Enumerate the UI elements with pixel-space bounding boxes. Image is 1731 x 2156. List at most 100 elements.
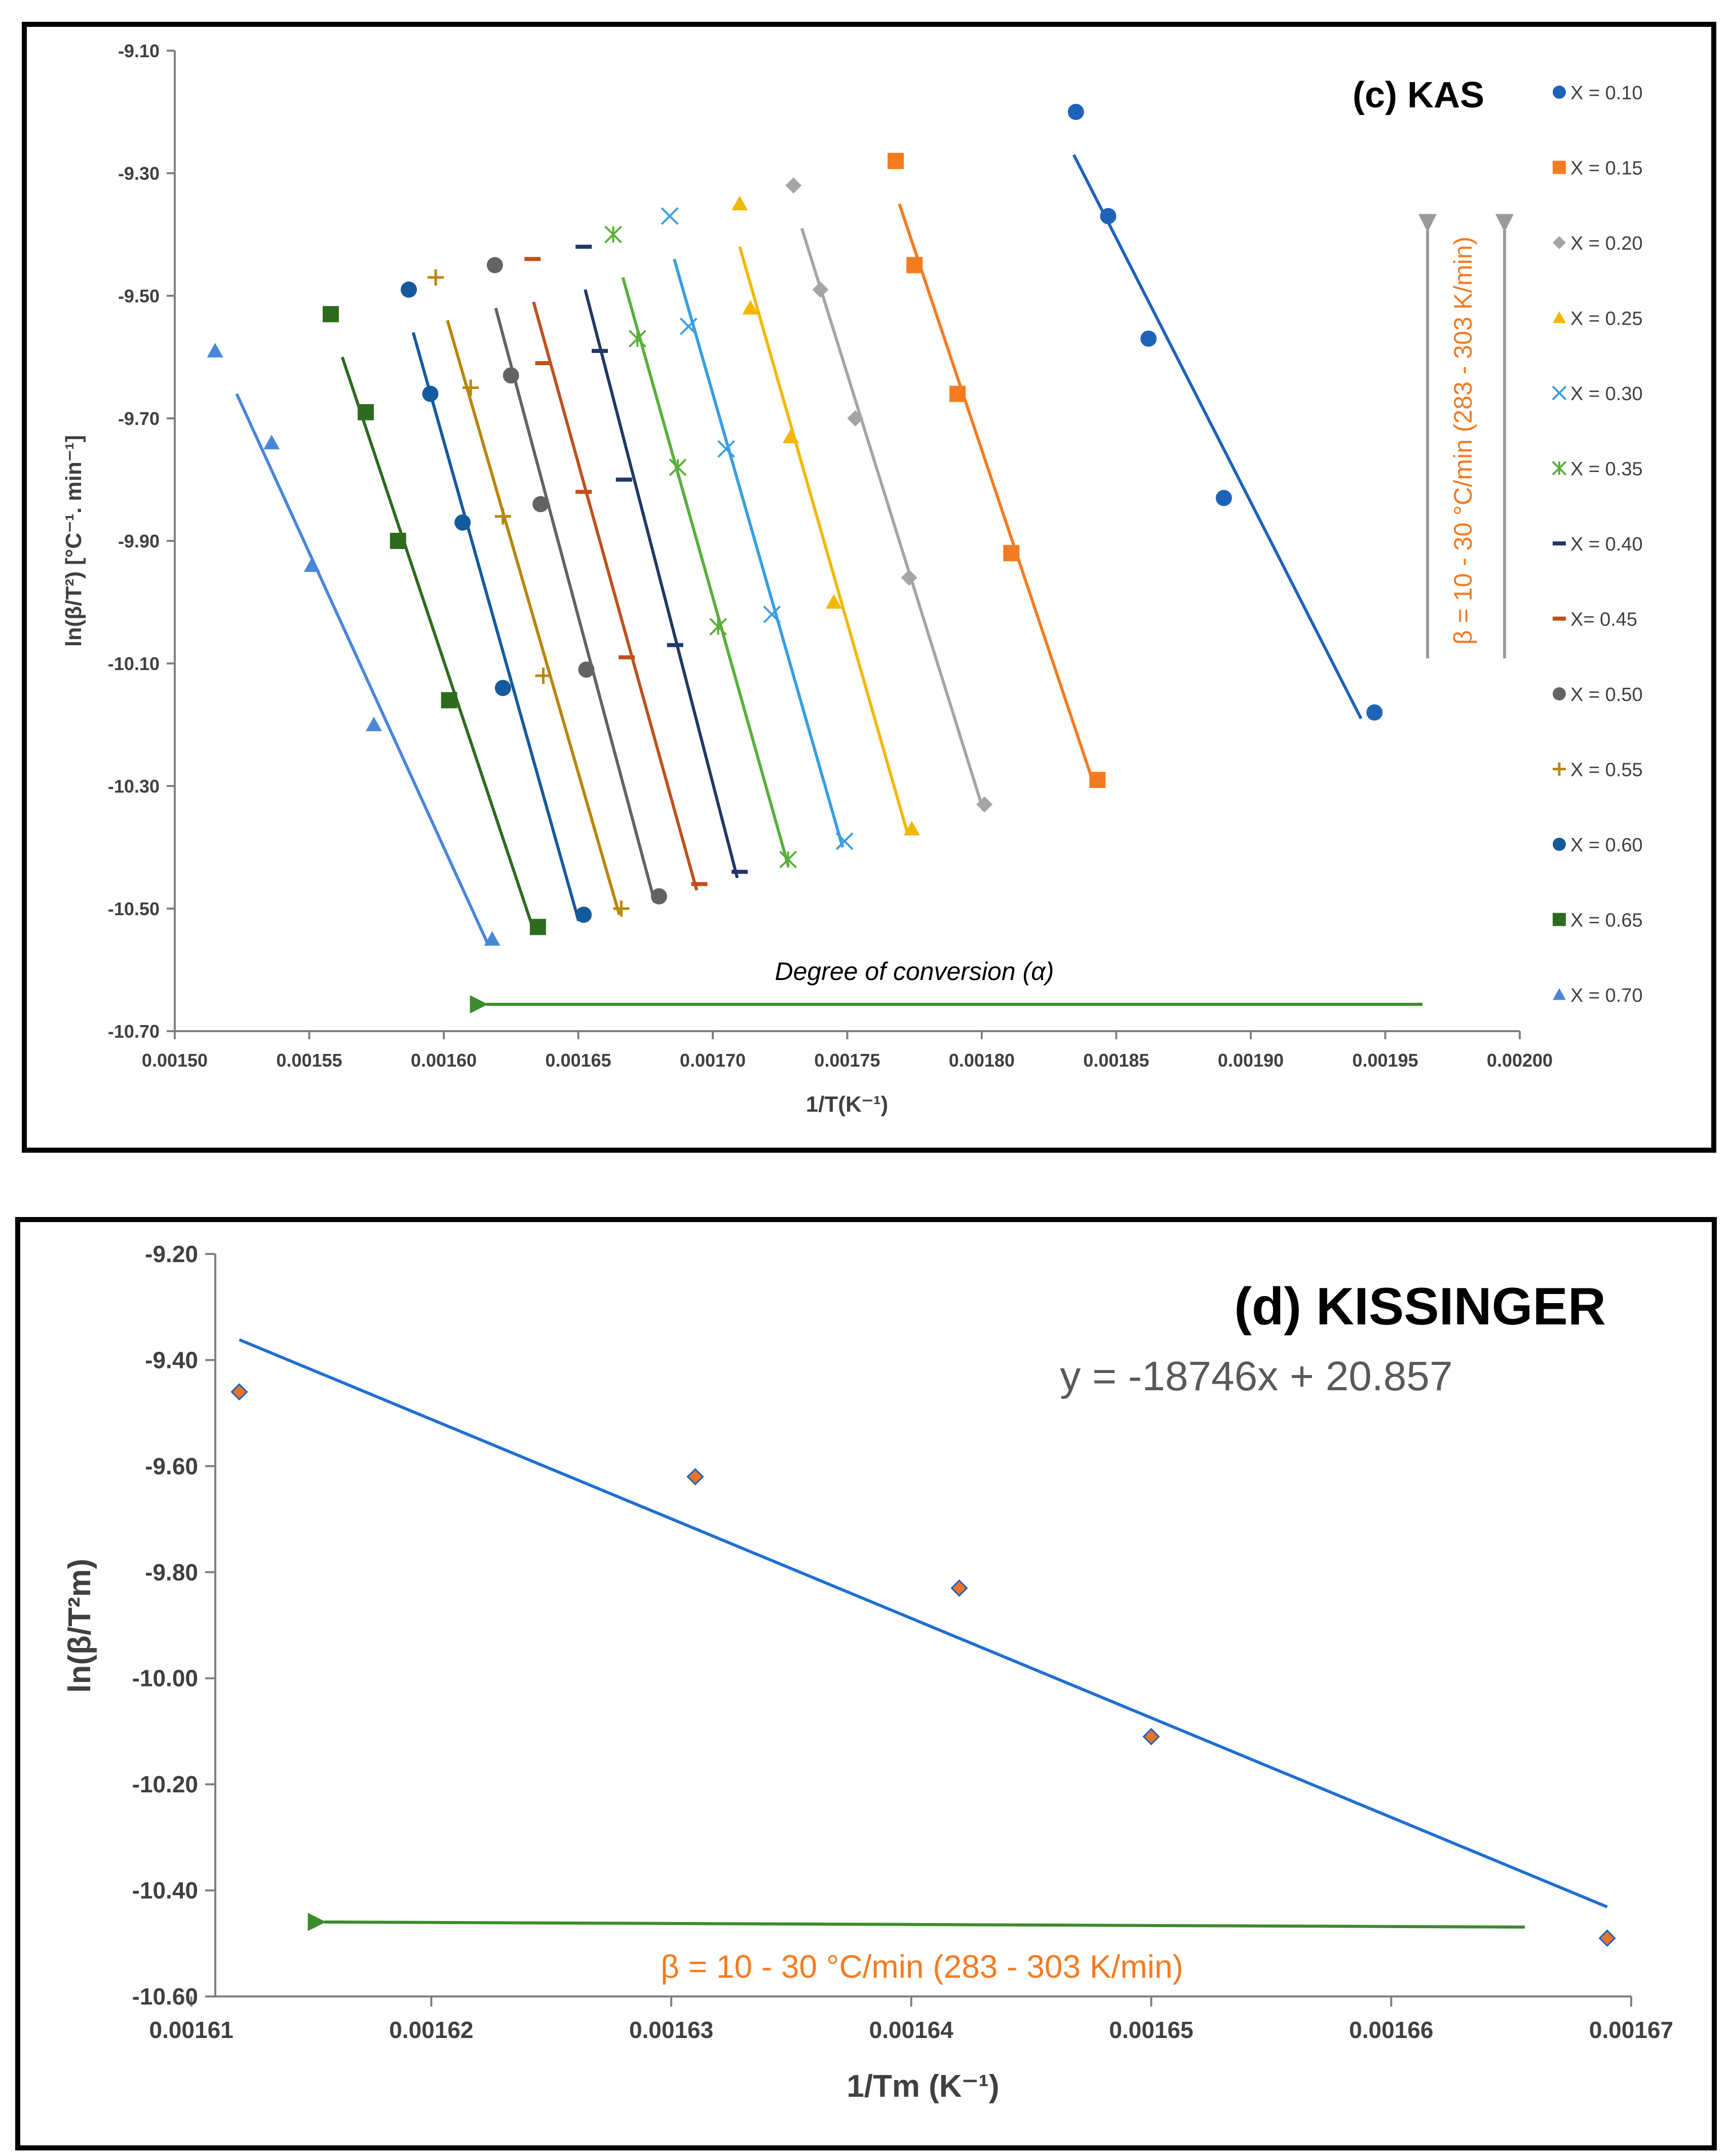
kissinger-point	[230, 1383, 248, 1401]
kas-point	[1067, 104, 1084, 120]
kas-legend-marker	[1553, 838, 1566, 851]
kas-point	[847, 410, 864, 426]
kas-legend-marker	[1553, 541, 1566, 545]
kas-point	[732, 870, 748, 874]
kas-point	[616, 478, 632, 482]
kas-point	[529, 919, 546, 935]
kas-legend-label: X = 0.20	[1570, 233, 1643, 254]
kas-fit-line	[673, 258, 844, 848]
kas-y-tick-label: -10.70	[108, 1021, 160, 1042]
kas-point	[679, 318, 698, 335]
kas-legend-label: X = 0.15	[1570, 158, 1643, 179]
kas-point	[650, 888, 667, 905]
kas-point	[390, 533, 406, 549]
kas-x-tick-label: 0.00170	[680, 1050, 746, 1071]
kas-fit-line	[584, 289, 739, 879]
kas-y-tick-label: -9.90	[118, 531, 160, 552]
kas-legend-label: X= 0.45	[1570, 609, 1637, 631]
kas-legend-label: X = 0.60	[1570, 835, 1643, 856]
kissinger-frame	[15, 1217, 1717, 2150]
kas-legend: X = 0.10 X = 0.15 X = 0.20 X = 0.25 X = 0.30…	[1552, 83, 1643, 1006]
kas-x-axis-title: 1/T(K⁻¹)	[806, 1092, 889, 1117]
kas-point	[535, 668, 552, 684]
kas-point	[613, 900, 630, 917]
kas-point	[365, 717, 382, 731]
kas-beta-label: β = 10 - 30 °C/min (283 - 303 K/min)	[1449, 237, 1477, 645]
kas-point	[484, 931, 501, 946]
kas-legend-label: X = 0.55	[1570, 760, 1643, 781]
kas-panel: 0.00150 0.00155 0.00160 0.00165 0.00170 0.001…	[22, 22, 1716, 1153]
kas-x-tick-label: 0.00150	[142, 1050, 208, 1071]
kas-point	[1215, 490, 1232, 506]
kissinger-x-tick-label: 0.00167	[1589, 2017, 1673, 2043]
kas-legend-marker	[1553, 86, 1566, 99]
kas-legend-marker	[1553, 616, 1566, 621]
kas-point	[1366, 704, 1383, 721]
kas-point	[358, 404, 374, 420]
kas-y-tick-label: -10.50	[108, 898, 160, 919]
kas-point	[463, 379, 479, 396]
kas-point	[779, 850, 797, 869]
kas-x-tick-label: 0.00185	[1083, 1050, 1149, 1071]
kas-fit-line	[340, 357, 536, 934]
kissinger-y-tick-label: -10.40	[132, 1877, 198, 1904]
kas-fit-line	[446, 320, 621, 915]
kas-fit-line	[235, 393, 490, 946]
kas-point	[454, 514, 471, 531]
kas-point	[263, 435, 280, 450]
kissinger-fit-line	[239, 1338, 1608, 1908]
kissinger-y-tick-label: -9.20	[145, 1241, 198, 1267]
kas-point	[661, 207, 679, 225]
kissinger-x-axis-title: 1/Tm (K⁻¹)	[847, 2069, 999, 2104]
kas-point	[669, 458, 687, 477]
kas-legend-marker	[1553, 913, 1566, 926]
kissinger-y-tick-label: -10.20	[132, 1771, 198, 1797]
kas-fit-line	[1072, 154, 1363, 720]
kas-x-ticks: 0.00150 0.00155 0.00160 0.00165 0.00170 0.001…	[142, 1031, 1553, 1071]
kas-x-tick-label: 0.00175	[814, 1050, 880, 1071]
kas-y-tick-label: -9.30	[118, 163, 160, 184]
kas-point	[503, 367, 519, 384]
kissinger-x-ticks: 0.00161 0.00162 0.00163 0.00164 0.00165 0.001…	[149, 1996, 1673, 2043]
kissinger-y-tick-label: -10.00	[132, 1665, 198, 1692]
kissinger-y-tick-label: -9.80	[145, 1559, 198, 1585]
kas-point	[619, 655, 635, 659]
kas-legend-label: X = 0.10	[1570, 83, 1643, 104]
kissinger-x-tick-label: 0.00161	[149, 2017, 233, 2043]
kas-point	[441, 692, 457, 709]
kas-title: (c) KAS	[1353, 75, 1484, 115]
kas-fit-line	[800, 228, 985, 811]
kas-y-tick-label: -9.70	[118, 408, 160, 429]
kas-x-tick-label: 0.00195	[1352, 1050, 1418, 1071]
kissinger-point	[686, 1468, 704, 1485]
kas-point	[428, 269, 444, 286]
kas-point	[535, 361, 552, 366]
kas-point	[742, 300, 759, 315]
kas-point	[578, 661, 595, 678]
kas-legend-marker	[1552, 461, 1567, 476]
kas-y-tick-label: -9.50	[118, 286, 160, 306]
kas-x-tick-label: 0.00165	[545, 1050, 611, 1071]
kas-legend-marker	[1553, 236, 1566, 249]
kas-point	[763, 605, 781, 623]
kas-legend-label: X = 0.25	[1570, 308, 1643, 330]
kas-point	[303, 557, 320, 572]
kissinger-beta-arrow	[307, 1912, 1525, 1931]
kas-x-tick-label: 0.00160	[411, 1050, 477, 1071]
kas-point	[486, 257, 503, 273]
kissinger-title: (d) KISSINGER	[1234, 1277, 1606, 1336]
kas-fit-line	[411, 332, 581, 922]
kas-point	[591, 348, 608, 353]
kas-point	[532, 496, 549, 513]
kas-legend-label: X = 0.65	[1570, 910, 1643, 931]
kas-point	[322, 306, 339, 323]
kissinger-equation: y = -18746x + 20.857	[1060, 1353, 1452, 1399]
kas-conversion-label: Degree of conversion (α)	[775, 957, 1054, 986]
kas-x-tick-label: 0.00155	[276, 1050, 342, 1071]
kas-point	[709, 617, 727, 636]
kissinger-y-ticks: -9.20 -9.40 -9.60 -9.80 -10.00 -10.20 -10.40 -1…	[132, 1241, 215, 2010]
kas-y-axis-title: ln(β/T²) [°C⁻¹. min⁻¹]	[61, 435, 86, 647]
kas-point	[906, 257, 923, 273]
kissinger-x-tick-label: 0.00166	[1349, 2017, 1433, 2043]
